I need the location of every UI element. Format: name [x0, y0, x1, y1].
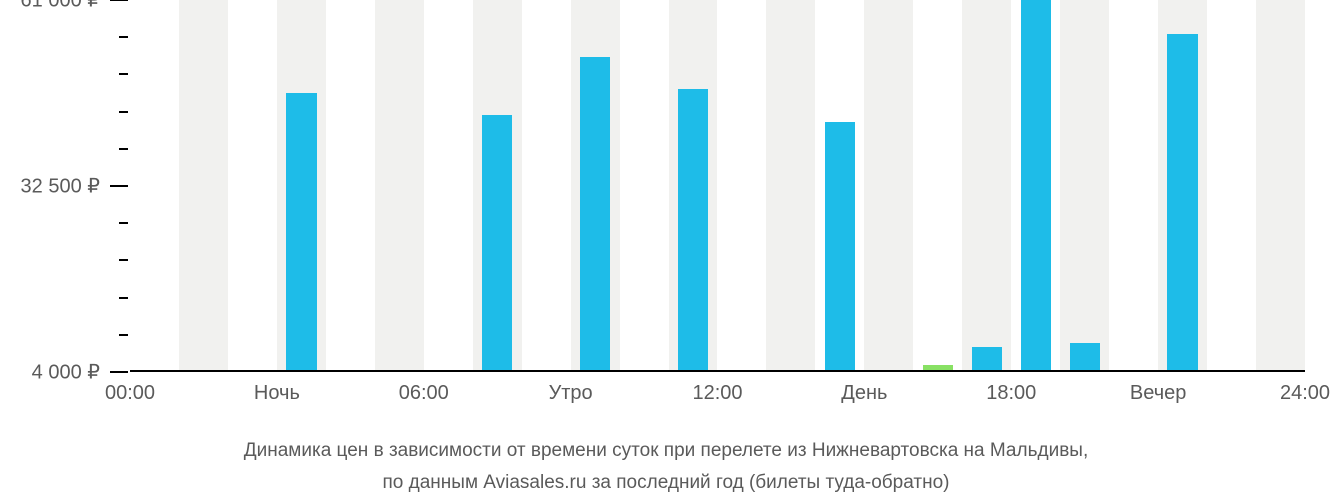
grid-stripe — [326, 0, 375, 370]
grid-stripe — [1207, 0, 1256, 370]
price-bar — [1021, 0, 1051, 370]
y-axis-minor-tick — [119, 334, 128, 336]
price-bar — [678, 89, 708, 370]
y-axis-label: 4 000 ₽ — [32, 360, 100, 385]
price-bar — [972, 347, 1002, 370]
grid-stripe — [228, 0, 277, 370]
grid-stripe — [962, 0, 1011, 370]
price-bar — [580, 57, 610, 370]
plot-area — [130, 0, 1305, 372]
x-axis-label: 18:00 — [986, 382, 1036, 405]
x-axis-label: День — [841, 382, 887, 405]
y-axis-label: 32 500 ₽ — [21, 174, 100, 199]
x-axis-label: Вечер — [1130, 382, 1186, 405]
grid-stripe — [766, 0, 815, 370]
y-axis-tick — [110, 371, 128, 373]
grid-stripe — [718, 0, 767, 370]
grid-stripe — [1109, 0, 1158, 370]
y-axis-minor-tick — [119, 297, 128, 299]
price-bar — [482, 115, 512, 370]
y-axis-minor-tick — [119, 36, 128, 38]
y-axis-minor-tick — [119, 73, 128, 75]
grid-stripe — [864, 0, 913, 370]
grid-stripe — [1256, 0, 1305, 370]
y-axis-minor-tick — [119, 111, 128, 113]
grid-stripe — [620, 0, 669, 370]
price-bar — [286, 93, 316, 370]
y-axis-tick — [110, 185, 128, 187]
y-axis-minor-tick — [119, 259, 128, 261]
x-axis-label: Утро — [549, 382, 593, 405]
grid-stripe — [179, 0, 228, 370]
price-bar — [923, 365, 953, 370]
y-axis-label: 61 000 ₽ — [21, 0, 100, 13]
grid-stripe — [130, 0, 179, 370]
y-axis-minor-tick — [119, 148, 128, 150]
grid-stripe — [424, 0, 473, 370]
x-axis-label: 00:00 — [105, 382, 155, 405]
x-axis-label: 12:00 — [692, 382, 742, 405]
grid-stripe — [1060, 0, 1109, 370]
price-bar — [825, 122, 855, 370]
chart-caption-line2: по данным Aviasales.ru за последний год … — [0, 472, 1332, 494]
price-by-hour-chart: 61 000 ₽ 32 500 ₽ 4 000 ₽00:00 Ночь 06:00 Утр… — [0, 0, 1332, 502]
x-axis-label: Ночь — [254, 382, 300, 405]
price-bar — [1167, 34, 1197, 370]
x-axis-label: 24:00 — [1280, 382, 1330, 405]
chart-caption-line1: Динамика цен в зависимости от времени су… — [0, 440, 1332, 462]
y-axis-minor-tick — [119, 222, 128, 224]
y-axis-tick — [110, 0, 128, 1]
price-bar — [1070, 343, 1100, 370]
x-axis-label: 06:00 — [399, 382, 449, 405]
grid-stripe — [375, 0, 424, 370]
grid-stripe — [913, 0, 962, 370]
grid-stripe — [522, 0, 571, 370]
